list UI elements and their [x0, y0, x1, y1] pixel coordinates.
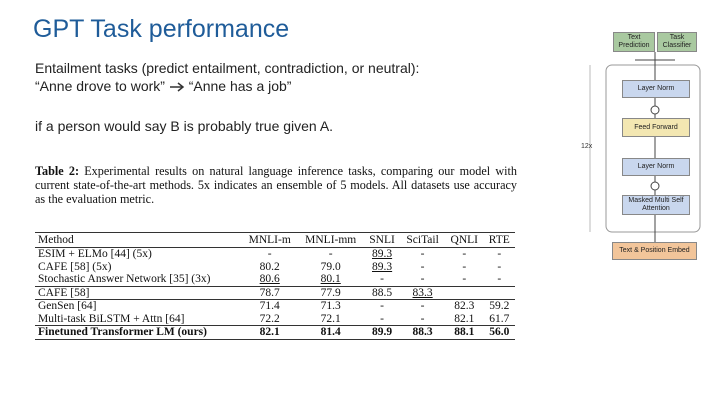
- empty-cell: [483, 285, 515, 300]
- header-cell: Method: [35, 232, 242, 248]
- table-cell: -: [380, 273, 384, 285]
- table-cell: 79.0: [320, 260, 341, 273]
- table-cell: 80.1: [320, 273, 341, 285]
- table-cell: 56.0: [483, 325, 515, 340]
- table-cell: -: [420, 248, 425, 260]
- table-row: CAFE [58] (5x) 80.2 79.0 89.3 - - -: [35, 261, 515, 274]
- table-cell: 80.6: [259, 273, 280, 285]
- table-cell: 82.1: [454, 312, 475, 325]
- table-cell: 82.1: [241, 325, 298, 340]
- caption-text: Experimental results on natural language…: [35, 164, 517, 206]
- table-cell: Multi-task BiLSTM + Attn [64]: [38, 312, 185, 325]
- text-line: if a person would say B is probably true…: [35, 118, 334, 134]
- table-cell: 89.3: [372, 248, 393, 260]
- table-cell: 61.7: [489, 312, 510, 325]
- table-cell: -: [462, 260, 467, 273]
- table-cell: 72.1: [320, 312, 341, 325]
- header-cell: MNLI-mm: [297, 232, 364, 248]
- table-cell: 89.9: [363, 325, 401, 340]
- empty-cell: [444, 285, 484, 300]
- diagram-node: Feed Forward: [622, 118, 690, 137]
- table-cell: -: [328, 248, 333, 260]
- header-cell: MNLI-m: [241, 232, 298, 248]
- table-cell: 78.7: [241, 285, 298, 300]
- slide-title: GPT Task performance: [33, 15, 290, 43]
- table-cell: 88.3: [400, 325, 445, 340]
- header-cell: SNLI: [363, 232, 401, 248]
- table-cell: ESIM + ELMo [44] (5x): [38, 248, 152, 260]
- table-cell: 77.9: [297, 285, 364, 300]
- header-cell: SciTail: [400, 232, 445, 248]
- architecture-diagram: [589, 52, 701, 242]
- table-row: Finetuned Transformer LM (ours) 82.1 81.4 8…: [35, 325, 515, 340]
- table-cell: 72.2: [259, 312, 280, 325]
- table-cell: 89.3: [372, 260, 393, 273]
- table-cell: Stochastic Answer Network [35] (3x): [38, 273, 211, 285]
- text-line: “Anne drove to work” “Anne has a job”: [35, 78, 291, 94]
- table-cell: 88.1: [444, 325, 484, 340]
- table-row: GenSen [64] 71.4 71.3- -82.3 59.2: [35, 299, 515, 313]
- table-cell: -: [363, 299, 401, 313]
- table-cell: -: [462, 273, 467, 285]
- arrow-icon: [169, 82, 185, 92]
- table-cell: 71.3: [297, 299, 364, 313]
- table-cell: 59.2: [483, 299, 515, 313]
- table-cell: GenSen [64]: [35, 299, 242, 313]
- diagram-node: Text & Position Embed: [612, 242, 697, 260]
- diagram-node: Masked Multi Self Attention: [622, 195, 690, 215]
- table-cell: 83.3: [400, 285, 445, 300]
- diagram-node: Layer Norm: [622, 158, 690, 176]
- header-cell: QNLI: [444, 232, 484, 248]
- diagram-node: Text Prediction: [613, 32, 655, 52]
- table-cell: CAFE [58] (5x): [38, 260, 112, 273]
- results-table: Method MNLI-m MNLI-mm SNLI SciTail QNLI RTE ESI…: [35, 232, 515, 340]
- repeat-label: 12x: [581, 143, 593, 150]
- table-cell: 81.4: [297, 325, 364, 340]
- table-caption: Table 2: Experimental results on natural…: [35, 164, 517, 206]
- header-cell: RTE: [483, 232, 515, 248]
- table-row: ESIM + ELMo [44] (5x) - - 89.3 - - -: [35, 248, 515, 261]
- table-cell: -: [497, 248, 502, 260]
- text-fragment: “Anne drove to work”: [35, 78, 165, 94]
- table-row: CAFE [58] 78.7 77.9 88.5 83.3: [35, 285, 515, 300]
- table-cell: 88.5: [363, 285, 401, 300]
- table-cell: Finetuned Transformer LM (ours): [35, 325, 242, 340]
- table-cell: -: [420, 260, 425, 273]
- table-cell: -: [497, 260, 502, 273]
- text-line: Entailment tasks (predict entailment, co…: [35, 60, 420, 76]
- header-row: Method MNLI-m MNLI-mm SNLI SciTail QNLI RTE: [35, 232, 515, 248]
- table-cell: CAFE [58]: [35, 285, 242, 300]
- table-row: Multi-task BiLSTM + Attn [64] 72.2 72.1 - - 8…: [35, 313, 515, 326]
- diagram-node: Task Classifier: [657, 32, 697, 52]
- diagram-node: Layer Norm: [622, 80, 690, 98]
- table-cell: -: [380, 312, 384, 325]
- table-cell: 82.3: [444, 299, 484, 313]
- table-cell: -: [400, 299, 445, 313]
- table-cell: -: [497, 273, 502, 285]
- caption-label: Table 2:: [35, 164, 80, 178]
- table-cell: -: [462, 248, 467, 260]
- text-fragment: “Anne has a job”: [188, 78, 292, 94]
- table-cell: 71.4: [241, 299, 298, 313]
- table-row: Stochastic Answer Network [35] (3x) 80.6 8…: [35, 273, 515, 286]
- table-cell: -: [420, 312, 425, 325]
- table-cell: -: [267, 248, 272, 260]
- table-cell: -: [420, 273, 425, 285]
- table-cell: 80.2: [259, 260, 280, 273]
